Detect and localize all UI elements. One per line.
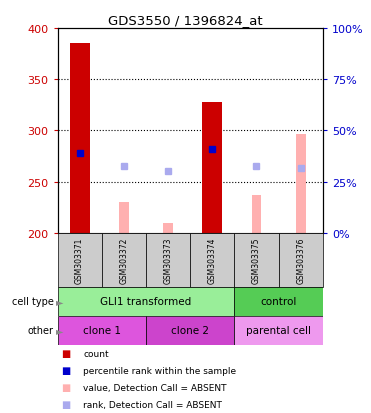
Bar bbox=[146, 233, 190, 287]
Bar bbox=[190, 233, 234, 287]
Text: GSM303373: GSM303373 bbox=[164, 237, 173, 283]
Text: cell type: cell type bbox=[12, 297, 54, 306]
Text: clone 1: clone 1 bbox=[83, 325, 121, 335]
Text: GDS3550 / 1396824_at: GDS3550 / 1396824_at bbox=[108, 14, 263, 27]
Bar bbox=[279, 233, 323, 287]
Text: other: other bbox=[28, 325, 54, 335]
Bar bbox=[202, 102, 222, 233]
Text: count: count bbox=[83, 349, 109, 358]
Bar bbox=[234, 287, 323, 316]
Text: ■: ■ bbox=[61, 349, 70, 358]
Bar bbox=[252, 195, 261, 233]
Text: GSM303375: GSM303375 bbox=[252, 237, 261, 283]
Text: ►: ► bbox=[56, 325, 63, 335]
Text: ■: ■ bbox=[61, 399, 70, 409]
Text: GSM303376: GSM303376 bbox=[296, 237, 305, 283]
Bar bbox=[296, 134, 306, 233]
Bar bbox=[58, 316, 146, 345]
Text: GSM303374: GSM303374 bbox=[208, 237, 217, 283]
Bar bbox=[102, 233, 146, 287]
Bar bbox=[146, 316, 234, 345]
Text: GLI1 transformed: GLI1 transformed bbox=[100, 297, 191, 306]
Text: GSM303372: GSM303372 bbox=[119, 237, 128, 283]
Text: percentile rank within the sample: percentile rank within the sample bbox=[83, 366, 237, 375]
Bar bbox=[58, 233, 102, 287]
Text: GSM303371: GSM303371 bbox=[75, 237, 84, 283]
Text: ■: ■ bbox=[61, 366, 70, 375]
Text: ►: ► bbox=[56, 297, 63, 306]
Bar bbox=[70, 44, 89, 233]
Bar bbox=[234, 316, 323, 345]
Text: control: control bbox=[260, 297, 297, 306]
Bar bbox=[119, 203, 129, 233]
Text: clone 2: clone 2 bbox=[171, 325, 209, 335]
Bar bbox=[58, 287, 234, 316]
Bar bbox=[234, 233, 279, 287]
Text: value, Detection Call = ABSENT: value, Detection Call = ABSENT bbox=[83, 383, 227, 392]
Text: parental cell: parental cell bbox=[246, 325, 311, 335]
Bar bbox=[163, 223, 173, 233]
Text: ■: ■ bbox=[61, 382, 70, 392]
Text: rank, Detection Call = ABSENT: rank, Detection Call = ABSENT bbox=[83, 400, 222, 409]
